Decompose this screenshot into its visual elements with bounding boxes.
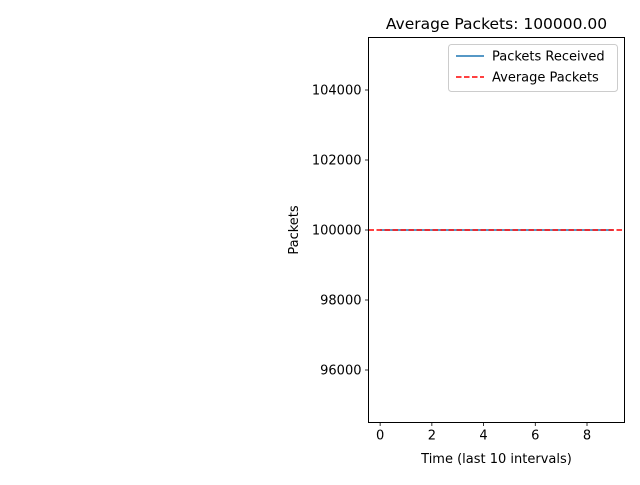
y-tick-label: 96000	[320, 364, 361, 379]
x-tick-label: 6	[531, 429, 539, 444]
x-tick-label: 4	[479, 429, 487, 444]
legend-box	[448, 44, 618, 92]
y-tick-label: 102000	[312, 154, 362, 169]
y-tick-label: 104000	[312, 84, 362, 99]
legend: Packets Received Average Packets	[448, 44, 618, 92]
y-axis: 96000 98000 100000 102000 104000	[312, 84, 369, 379]
x-tick-label: 0	[376, 429, 384, 444]
legend-label-packets-received: Packets Received	[492, 50, 605, 65]
y-tick-label: 100000	[312, 224, 362, 239]
x-tick-label: 8	[583, 429, 591, 444]
legend-label-average-packets: Average Packets	[492, 71, 599, 86]
y-axis-label: Packets	[287, 205, 302, 255]
chart-title: Average Packets: 100000.00	[386, 15, 607, 33]
x-axis: 0 2 4 6 8	[376, 422, 591, 444]
x-axis-label: Time (last 10 intervals)	[420, 452, 572, 467]
x-tick-label: 2	[428, 429, 436, 444]
y-tick-label: 98000	[320, 294, 361, 309]
